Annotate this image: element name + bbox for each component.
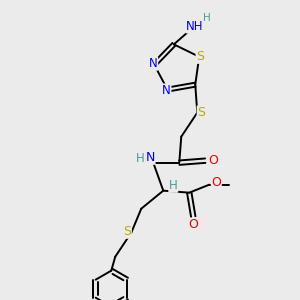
Text: N: N: [146, 151, 155, 164]
Text: H: H: [136, 152, 145, 165]
Text: S: S: [196, 50, 204, 63]
Text: NH: NH: [186, 20, 204, 33]
Text: N: N: [149, 57, 158, 70]
Text: O: O: [211, 176, 221, 189]
Text: S: S: [197, 106, 205, 119]
Text: S: S: [123, 225, 131, 238]
Text: H: H: [169, 179, 178, 192]
Text: O: O: [208, 154, 218, 167]
Text: O: O: [188, 218, 198, 231]
Text: N: N: [162, 84, 171, 97]
Text: H: H: [203, 14, 211, 23]
